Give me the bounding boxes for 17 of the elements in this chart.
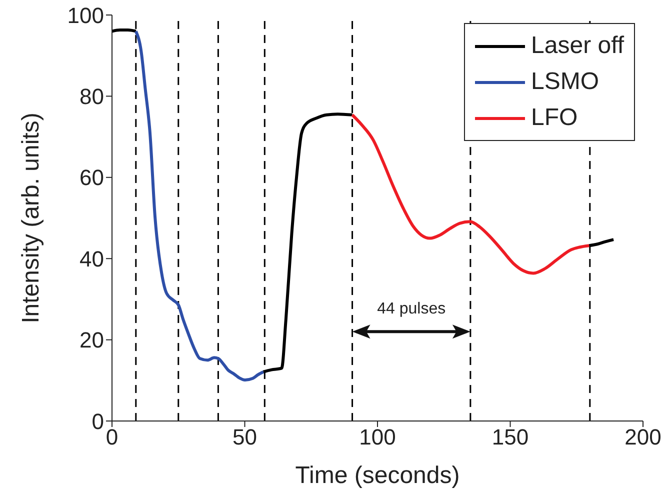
y-tick-label: 40 <box>80 246 104 272</box>
legend-label: LFO <box>531 104 578 132</box>
legend-label: Laser off <box>531 32 624 60</box>
y-tick-label: 60 <box>80 165 104 190</box>
annotation: 44 pulses <box>377 300 446 318</box>
y-tick-label: 80 <box>80 84 104 110</box>
legend-label: LSMO <box>531 68 600 96</box>
y-tick-label: 100 <box>67 2 104 28</box>
x-tick-label: 50 <box>232 424 257 450</box>
y-tick-label: 0 <box>92 408 104 434</box>
x-tick-label: 200 <box>624 424 662 450</box>
line-series <box>134 30 265 382</box>
x-tick-label: 100 <box>359 424 396 450</box>
y-tick-label: 20 <box>80 328 104 353</box>
y-axis-title: Intensity (arb. units) <box>18 112 45 324</box>
x-tick-label: 150 <box>492 424 529 450</box>
x-axis-title: Time (seconds) <box>295 462 460 489</box>
